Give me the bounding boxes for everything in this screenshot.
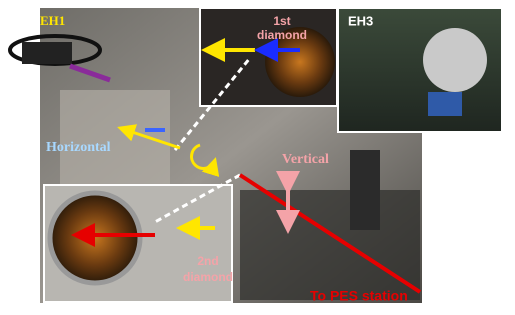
annotated-photo: EH1 1st diamond EH3 Horizontal Vertical … — [0, 0, 515, 315]
undulator — [22, 42, 72, 64]
label: To PES station — [310, 288, 408, 304]
table — [240, 190, 420, 300]
chamber-eh3 — [423, 28, 487, 92]
label: diamond — [257, 28, 307, 42]
port — [50, 193, 140, 283]
label: 2nd — [197, 254, 218, 268]
stage — [350, 150, 380, 230]
label: EH1 — [40, 13, 65, 28]
label: EH3 — [348, 13, 373, 28]
label: Horizontal — [46, 140, 111, 155]
monitor — [428, 92, 462, 116]
label: diamond — [183, 270, 233, 284]
label: 1st — [273, 14, 290, 28]
label: Vertical — [282, 152, 329, 167]
